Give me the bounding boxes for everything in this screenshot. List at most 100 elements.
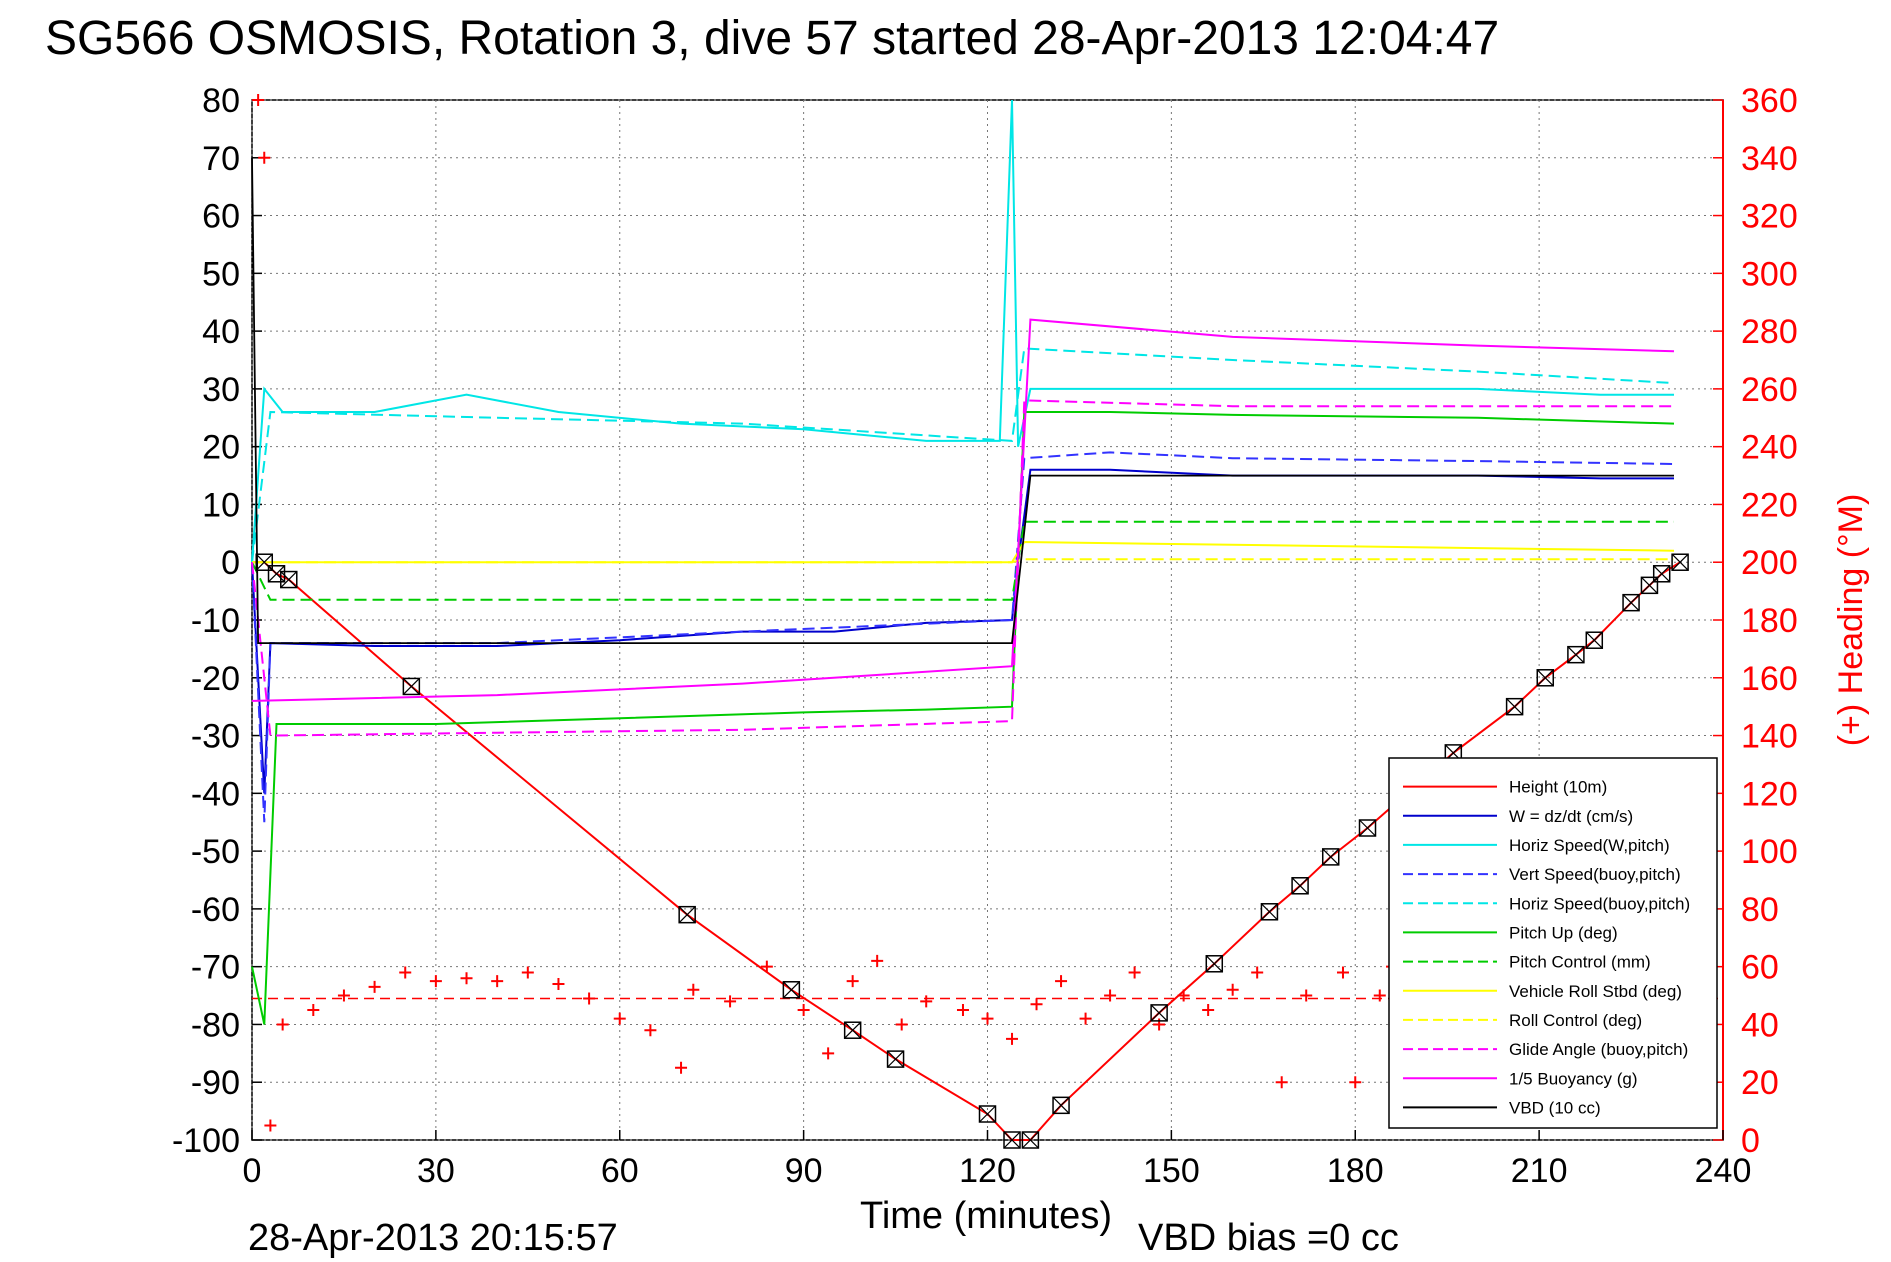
- depth-marker-cross: [782, 981, 800, 999]
- depth-marker-cross: [1150, 1004, 1168, 1022]
- vbd-bias-note: VBD bias =0 cc: [1138, 1217, 1399, 1259]
- heading-point: [337, 989, 350, 1002]
- depth-marker-cross: [678, 906, 696, 924]
- depth-marker-cross: [402, 678, 420, 695]
- heading-point: [491, 975, 504, 988]
- heading-point: [1373, 989, 1386, 1002]
- depth-marker-cross: [1567, 646, 1585, 664]
- right-y-tick-label: 100: [1741, 833, 1798, 871]
- depth-marker: [1652, 565, 1671, 583]
- heading-point: [760, 960, 773, 973]
- depth-marker: [886, 1050, 905, 1068]
- heading-point: [1128, 966, 1141, 979]
- heading-point: [895, 1018, 908, 1031]
- depth-marker: [1358, 819, 1377, 837]
- left-y-tick-label: -100: [172, 1122, 240, 1160]
- heading-point: [920, 995, 933, 1008]
- heading-point: [956, 1004, 969, 1016]
- depth-marker: [255, 553, 274, 571]
- heading-point: [1006, 1032, 1019, 1045]
- left-y-tick-label: -60: [191, 891, 240, 929]
- heading-point: [1275, 1076, 1288, 1089]
- depth-marker-cross: [887, 1050, 904, 1068]
- depth-marker-cross: [1653, 565, 1671, 583]
- right-y-tick-label: 300: [1741, 255, 1798, 293]
- legend-label: Horiz Speed(buoy,pitch): [1509, 894, 1690, 913]
- left-y-tick-label: 80: [202, 82, 240, 120]
- right-y-tick-label: 260: [1741, 371, 1798, 409]
- left-y-tick-label: -90: [191, 1064, 240, 1102]
- footer-timestamp: 28-Apr-2013 20:15:57: [248, 1217, 618, 1259]
- depth-marker-cross: [1052, 1096, 1070, 1114]
- x-tick-label: 240: [1695, 1152, 1752, 1190]
- depth-marker-cross: [979, 1105, 996, 1123]
- right-y-axis: 3603403203002802602402202001801601401201…: [1713, 82, 1798, 1160]
- depth-marker-cross: [844, 1021, 862, 1039]
- heading-point: [822, 1047, 835, 1060]
- heading-point: [264, 1119, 277, 1132]
- depth-marker-cross: [1322, 848, 1340, 866]
- left-y-tick-label: -20: [191, 660, 240, 698]
- heading-point: [1030, 998, 1043, 1011]
- left-y-tick-label: 20: [202, 429, 240, 467]
- depth-marker: [1291, 877, 1309, 895]
- heading-point: [460, 972, 473, 985]
- depth-marker-cross: [1506, 698, 1524, 716]
- left-y-tick-label: 50: [202, 255, 240, 293]
- depth-marker-cross: [1585, 631, 1603, 649]
- depth-marker: [1150, 1004, 1168, 1022]
- heading-point: [1202, 1004, 1215, 1016]
- right-y-tick-label: 340: [1741, 140, 1798, 178]
- depth-marker: [1671, 553, 1689, 571]
- series-line-10: [251, 318, 1675, 702]
- depth-marker: [1622, 593, 1640, 612]
- series-line-0: [252, 561, 1681, 1141]
- depth-marker-cross: [1671, 553, 1689, 571]
- left-y-tick-label: 40: [202, 313, 240, 351]
- heading-point: [724, 995, 737, 1008]
- heading-point: [1079, 1012, 1092, 1025]
- depth-marker-cross: [1291, 877, 1309, 895]
- left-y-tick-label: -70: [191, 949, 240, 987]
- heading-point: [1055, 975, 1068, 988]
- x-tick-label: 0: [243, 1152, 262, 1190]
- depth-marker: [1585, 631, 1604, 649]
- left-y-tick-label: -80: [191, 1006, 240, 1044]
- heading-point: [1104, 989, 1117, 1002]
- chart-title: SG566 OSMOSIS, Rotation 3, dive 57 start…: [45, 12, 1499, 65]
- heading-point: [797, 1004, 810, 1016]
- x-tick-label: 120: [959, 1152, 1016, 1190]
- heading-point: [846, 975, 859, 988]
- x-tick-label: 30: [417, 1152, 455, 1190]
- left-y-tick-label: -40: [191, 775, 240, 813]
- depth-marker: [1640, 576, 1659, 595]
- legend-label: VBD (10 cc): [1509, 1098, 1601, 1117]
- depth-marker: [402, 677, 421, 696]
- right-y-tick-label: 80: [1741, 891, 1779, 929]
- depth-marker: [1003, 1131, 1021, 1149]
- legend-label: Pitch Control (mm): [1509, 953, 1651, 972]
- legend-label: Height (10m): [1509, 778, 1607, 797]
- left-y-tick-label: 70: [202, 140, 240, 178]
- legend-box: [1388, 757, 1718, 1129]
- right-y-tick-label: 200: [1741, 544, 1798, 582]
- heading-point: [1336, 966, 1349, 979]
- left-y-tick-label: -50: [191, 833, 240, 871]
- heading-point: [399, 966, 412, 979]
- depth-marker-cross: [1021, 1131, 1039, 1149]
- depth-marker-cross: [280, 571, 298, 588]
- series-line-9: [251, 399, 1674, 737]
- depth-marker: [843, 1021, 862, 1039]
- heading-point: [981, 1012, 994, 1025]
- heading-point: [276, 1018, 289, 1031]
- depth-marker-cross: [1261, 903, 1278, 921]
- left-y-tick-label: 10: [202, 486, 240, 524]
- x-tick-label: 180: [1327, 1152, 1384, 1190]
- right-y-tick-label: 180: [1741, 602, 1798, 640]
- x-tick-label: 90: [785, 1152, 823, 1190]
- depth-marker: [1205, 955, 1224, 973]
- heading-point: [1251, 966, 1264, 979]
- depth-marker-cross: [1205, 955, 1223, 973]
- depth-marker: [1321, 848, 1340, 866]
- depth-marker-cross: [1536, 669, 1554, 687]
